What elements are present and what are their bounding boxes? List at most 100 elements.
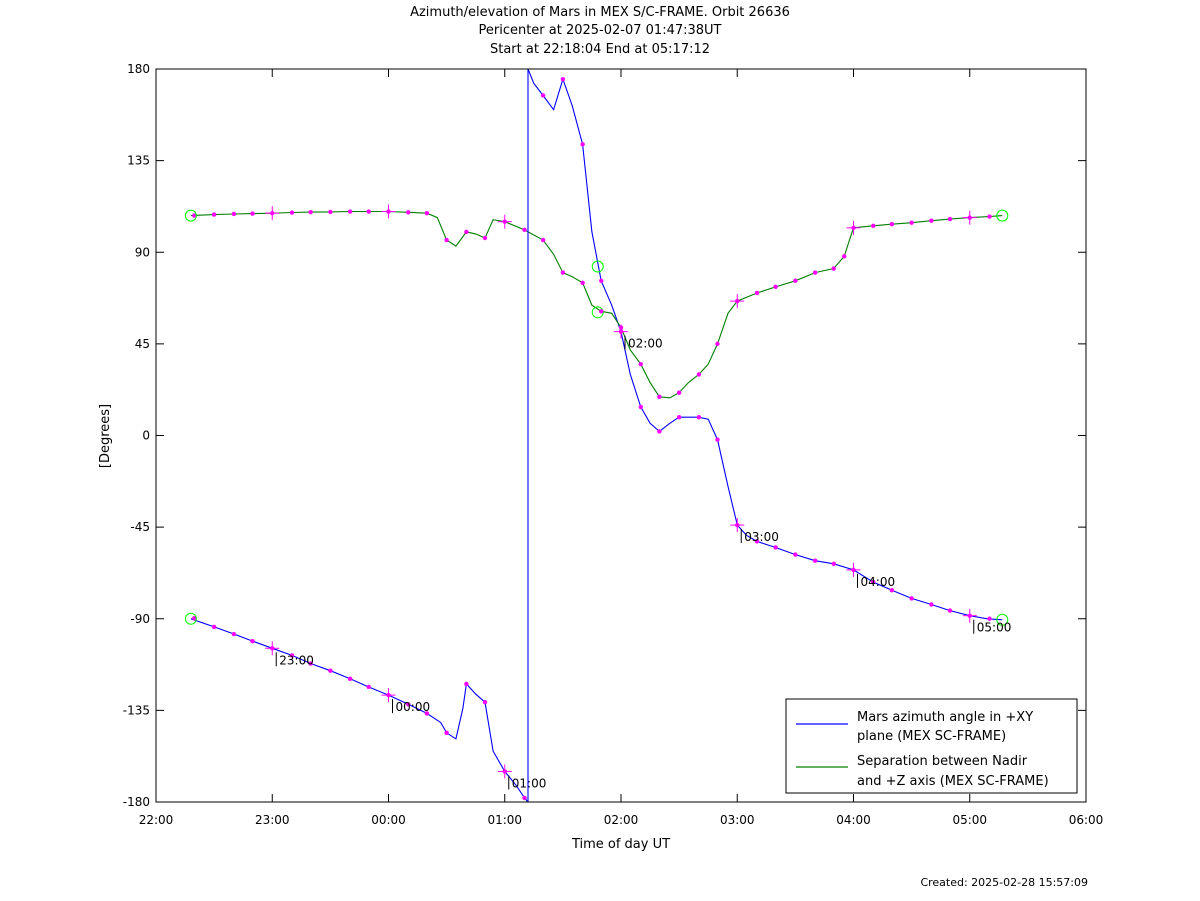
y-tick-label: -90 bbox=[130, 612, 150, 626]
separation-data-point bbox=[696, 372, 702, 377]
legend-label-azimuth-line2: plane (MEX SC-FRAME) bbox=[857, 729, 1006, 744]
separation-data-point bbox=[464, 229, 469, 235]
separation-data-point bbox=[773, 284, 778, 290]
separation-data-point bbox=[618, 325, 624, 330]
azimuth-data-point bbox=[308, 661, 313, 666]
separation-data-point bbox=[715, 341, 720, 347]
azimuth-data-point bbox=[424, 711, 430, 716]
y-tick-label: 0 bbox=[142, 429, 150, 443]
plot-frame bbox=[155, 68, 1087, 803]
azimuth-data-point bbox=[560, 76, 566, 82]
legend-box bbox=[785, 698, 1078, 794]
separation-data-point bbox=[599, 309, 604, 314]
azimuth-data-point bbox=[754, 539, 760, 544]
azimuth-data-point bbox=[211, 624, 217, 630]
azimuth-endpoint-marker bbox=[184, 612, 197, 625]
separation-data-point bbox=[347, 209, 353, 214]
separation-data-point bbox=[889, 221, 895, 227]
hour-annotation-label: 05:00 bbox=[977, 621, 1012, 635]
hour-annotation-label: 03:00 bbox=[744, 530, 779, 544]
hour-annotation-label: 04:00 bbox=[861, 575, 896, 589]
azimuth-data-point bbox=[696, 414, 702, 420]
separation-endpoint-marker bbox=[184, 209, 197, 222]
x-tick-label: 02:00 bbox=[604, 813, 639, 827]
azimuth-data-point bbox=[444, 730, 449, 735]
azimuth-data-point bbox=[657, 429, 662, 434]
x-axis-label: Time of day UT bbox=[571, 837, 670, 852]
x-tick-label: 03:00 bbox=[720, 813, 755, 827]
azimuth-data-point bbox=[482, 700, 488, 705]
y-tick-label: 135 bbox=[127, 154, 150, 168]
separation-data-point bbox=[580, 280, 585, 285]
separation-data-point bbox=[540, 237, 546, 243]
azimuth-data-point bbox=[522, 795, 527, 801]
azimuth-data-point bbox=[676, 414, 682, 420]
azimuth-data-point bbox=[464, 681, 469, 687]
hour-annotation-label: 01:00 bbox=[512, 776, 547, 790]
separation-endpoint-marker bbox=[591, 260, 604, 273]
x-tick-label: 23:00 bbox=[255, 813, 290, 827]
azimuth-data-point bbox=[406, 702, 411, 707]
azimuth-data-point bbox=[987, 616, 992, 621]
azimuth-data-point bbox=[366, 684, 371, 690]
separation-data-point bbox=[871, 223, 876, 228]
separation-endpoint-marker bbox=[996, 209, 1009, 222]
x-tick-label: 00:00 bbox=[371, 813, 406, 827]
x-tick-label: 01:00 bbox=[487, 813, 522, 827]
created-timestamp: Created: 2025-02-28 15:57:09 bbox=[920, 876, 1088, 889]
azimuth-data-point bbox=[192, 615, 197, 621]
separation-data-point bbox=[366, 209, 371, 214]
azimuth-data-point bbox=[929, 602, 934, 607]
pericenter-text: Pericenter at 2025-02-07 01:47:38UT bbox=[478, 23, 722, 38]
azimuth-data-point bbox=[871, 579, 876, 585]
separation-data-point bbox=[987, 214, 992, 219]
separation-data-point bbox=[308, 209, 313, 215]
y-tick-label: -135 bbox=[123, 703, 150, 717]
separation-data-point bbox=[522, 227, 527, 233]
azimuth-series-line bbox=[527, 68, 1003, 621]
azimuth-series-line bbox=[190, 618, 529, 803]
separation-data-point bbox=[831, 266, 836, 271]
separation-data-point bbox=[231, 211, 237, 217]
y-tick-label: -180 bbox=[123, 795, 150, 809]
azimuth-data-point bbox=[328, 668, 333, 673]
separation-data-point bbox=[812, 270, 818, 275]
x-tick-label: 22:00 bbox=[139, 813, 174, 827]
x-tick-label: 05:00 bbox=[952, 813, 987, 827]
azimuth-data-point bbox=[289, 653, 295, 658]
legend-label-separation-line1: Separation between Nadir bbox=[857, 754, 1028, 769]
azimuth-endpoint-marker bbox=[591, 306, 604, 319]
separation-data-point bbox=[638, 362, 643, 367]
y-tick-label: 180 bbox=[127, 62, 150, 76]
separation-data-point bbox=[793, 278, 798, 283]
y-tick-label: 90 bbox=[135, 245, 150, 259]
separation-data-point bbox=[754, 290, 760, 296]
azimuth-data-point bbox=[831, 561, 836, 566]
y-axis-label: [Degrees] bbox=[98, 404, 113, 468]
start-end-text: Start at 22:18:04 End at 05:17:12 bbox=[489, 42, 711, 57]
separation-data-point bbox=[289, 210, 295, 215]
separation-series-line bbox=[190, 210, 1003, 399]
azimuth-data-point bbox=[715, 437, 720, 442]
separation-data-point bbox=[444, 237, 449, 243]
separation-data-point bbox=[250, 211, 255, 216]
azimuth-data-point bbox=[793, 552, 798, 557]
azimuth-data-point bbox=[909, 596, 914, 601]
separation-data-point bbox=[676, 390, 682, 395]
separation-data-point bbox=[192, 213, 197, 218]
azimuth-data-point bbox=[540, 93, 546, 98]
x-tick-label: 04:00 bbox=[836, 813, 871, 827]
separation-data-point bbox=[328, 209, 333, 215]
separation-data-point bbox=[909, 220, 914, 225]
legend: Mars azimuth angle in +XY plane (MEX SC-… bbox=[785, 698, 1078, 794]
azimuth-data-point bbox=[580, 142, 585, 147]
chart-title: Azimuth/elevation of Mars in MEX S/C-FRA… bbox=[410, 5, 790, 20]
azimuth-data-point bbox=[773, 545, 778, 550]
azimuth-data-point bbox=[347, 676, 353, 682]
azimuth-data-point bbox=[599, 278, 604, 283]
separation-data-point bbox=[211, 212, 217, 217]
hour-annotation-label: 23:00 bbox=[279, 653, 314, 667]
separation-data-point bbox=[424, 210, 430, 216]
separation-data-point bbox=[657, 394, 662, 400]
